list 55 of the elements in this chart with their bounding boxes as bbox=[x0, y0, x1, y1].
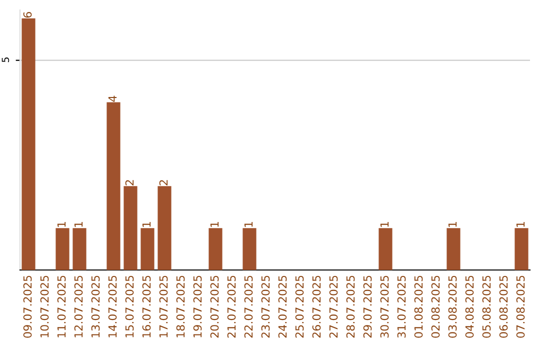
bar bbox=[208, 228, 222, 270]
x-tick-label: 16.07.2025 bbox=[142, 276, 151, 338]
x-tick-label: 19.07.2025 bbox=[193, 276, 202, 338]
x-tick-label: 01.08.2025 bbox=[414, 276, 423, 338]
x-tick-label: 10.07.2025 bbox=[40, 276, 49, 338]
x-tick-label: 04.08.2025 bbox=[465, 276, 474, 338]
x-tick-label: 11.07.2025 bbox=[57, 276, 66, 338]
bar bbox=[140, 228, 154, 270]
data-label: 1 bbox=[516, 222, 525, 227]
x-tick-label: 28.07.2025 bbox=[346, 276, 355, 338]
bar bbox=[106, 102, 120, 270]
data-label: 1 bbox=[448, 222, 457, 227]
x-tick-label: 06.08.2025 bbox=[499, 276, 508, 338]
data-label: 2 bbox=[159, 180, 168, 186]
data-label: 1 bbox=[74, 222, 83, 227]
bar bbox=[22, 18, 36, 270]
x-tick-label: 24.07.2025 bbox=[278, 276, 287, 338]
bar bbox=[158, 186, 172, 270]
data-label: 4 bbox=[108, 96, 117, 102]
bar bbox=[378, 228, 392, 270]
x-tick-label: 07.08.2025 bbox=[516, 276, 525, 338]
y-tick-label: 5 bbox=[2, 57, 10, 62]
x-tick-label: 15.07.2025 bbox=[125, 276, 134, 338]
x-tick-label: 30.07.2025 bbox=[380, 276, 389, 338]
x-tick-label: 27.07.2025 bbox=[329, 276, 338, 338]
bar bbox=[56, 228, 70, 270]
x-tick-label: 23.07.2025 bbox=[261, 276, 270, 338]
x-tick-label: 09.07.2025 bbox=[23, 276, 32, 338]
data-label: 1 bbox=[142, 222, 151, 227]
x-tick-label: 26.07.2025 bbox=[312, 276, 321, 338]
data-label: 2 bbox=[125, 180, 134, 186]
bar bbox=[446, 228, 460, 270]
bar bbox=[72, 228, 86, 270]
data-label: 1 bbox=[380, 222, 389, 227]
x-tick-label: 03.08.2025 bbox=[448, 276, 457, 338]
x-tick-label: 02.08.2025 bbox=[431, 276, 440, 338]
x-tick-label: 22.07.2025 bbox=[244, 276, 253, 338]
data-label: 1 bbox=[210, 222, 219, 227]
data-label: 1 bbox=[244, 222, 253, 227]
bar bbox=[124, 186, 138, 270]
x-tick-label: 13.07.2025 bbox=[91, 276, 100, 338]
x-tick-label: 14.07.2025 bbox=[108, 276, 117, 338]
x-tick-label: 18.07.2025 bbox=[176, 276, 185, 338]
data-label: 6 bbox=[23, 12, 32, 18]
x-tick-label: 25.07.2025 bbox=[295, 276, 304, 338]
x-tick-label: 29.07.2025 bbox=[363, 276, 372, 338]
x-tick-label: 12.07.2025 bbox=[74, 276, 83, 338]
data-label: 1 bbox=[57, 222, 66, 227]
x-tick-label: 17.07.2025 bbox=[159, 276, 168, 338]
bar bbox=[242, 228, 256, 270]
x-tick-label: 31.07.2025 bbox=[397, 276, 406, 338]
bar bbox=[514, 228, 528, 270]
x-tick-label: 05.08.2025 bbox=[482, 276, 491, 338]
x-tick-label: 21.07.2025 bbox=[227, 276, 236, 338]
x-tick-label: 20.07.2025 bbox=[210, 276, 219, 338]
